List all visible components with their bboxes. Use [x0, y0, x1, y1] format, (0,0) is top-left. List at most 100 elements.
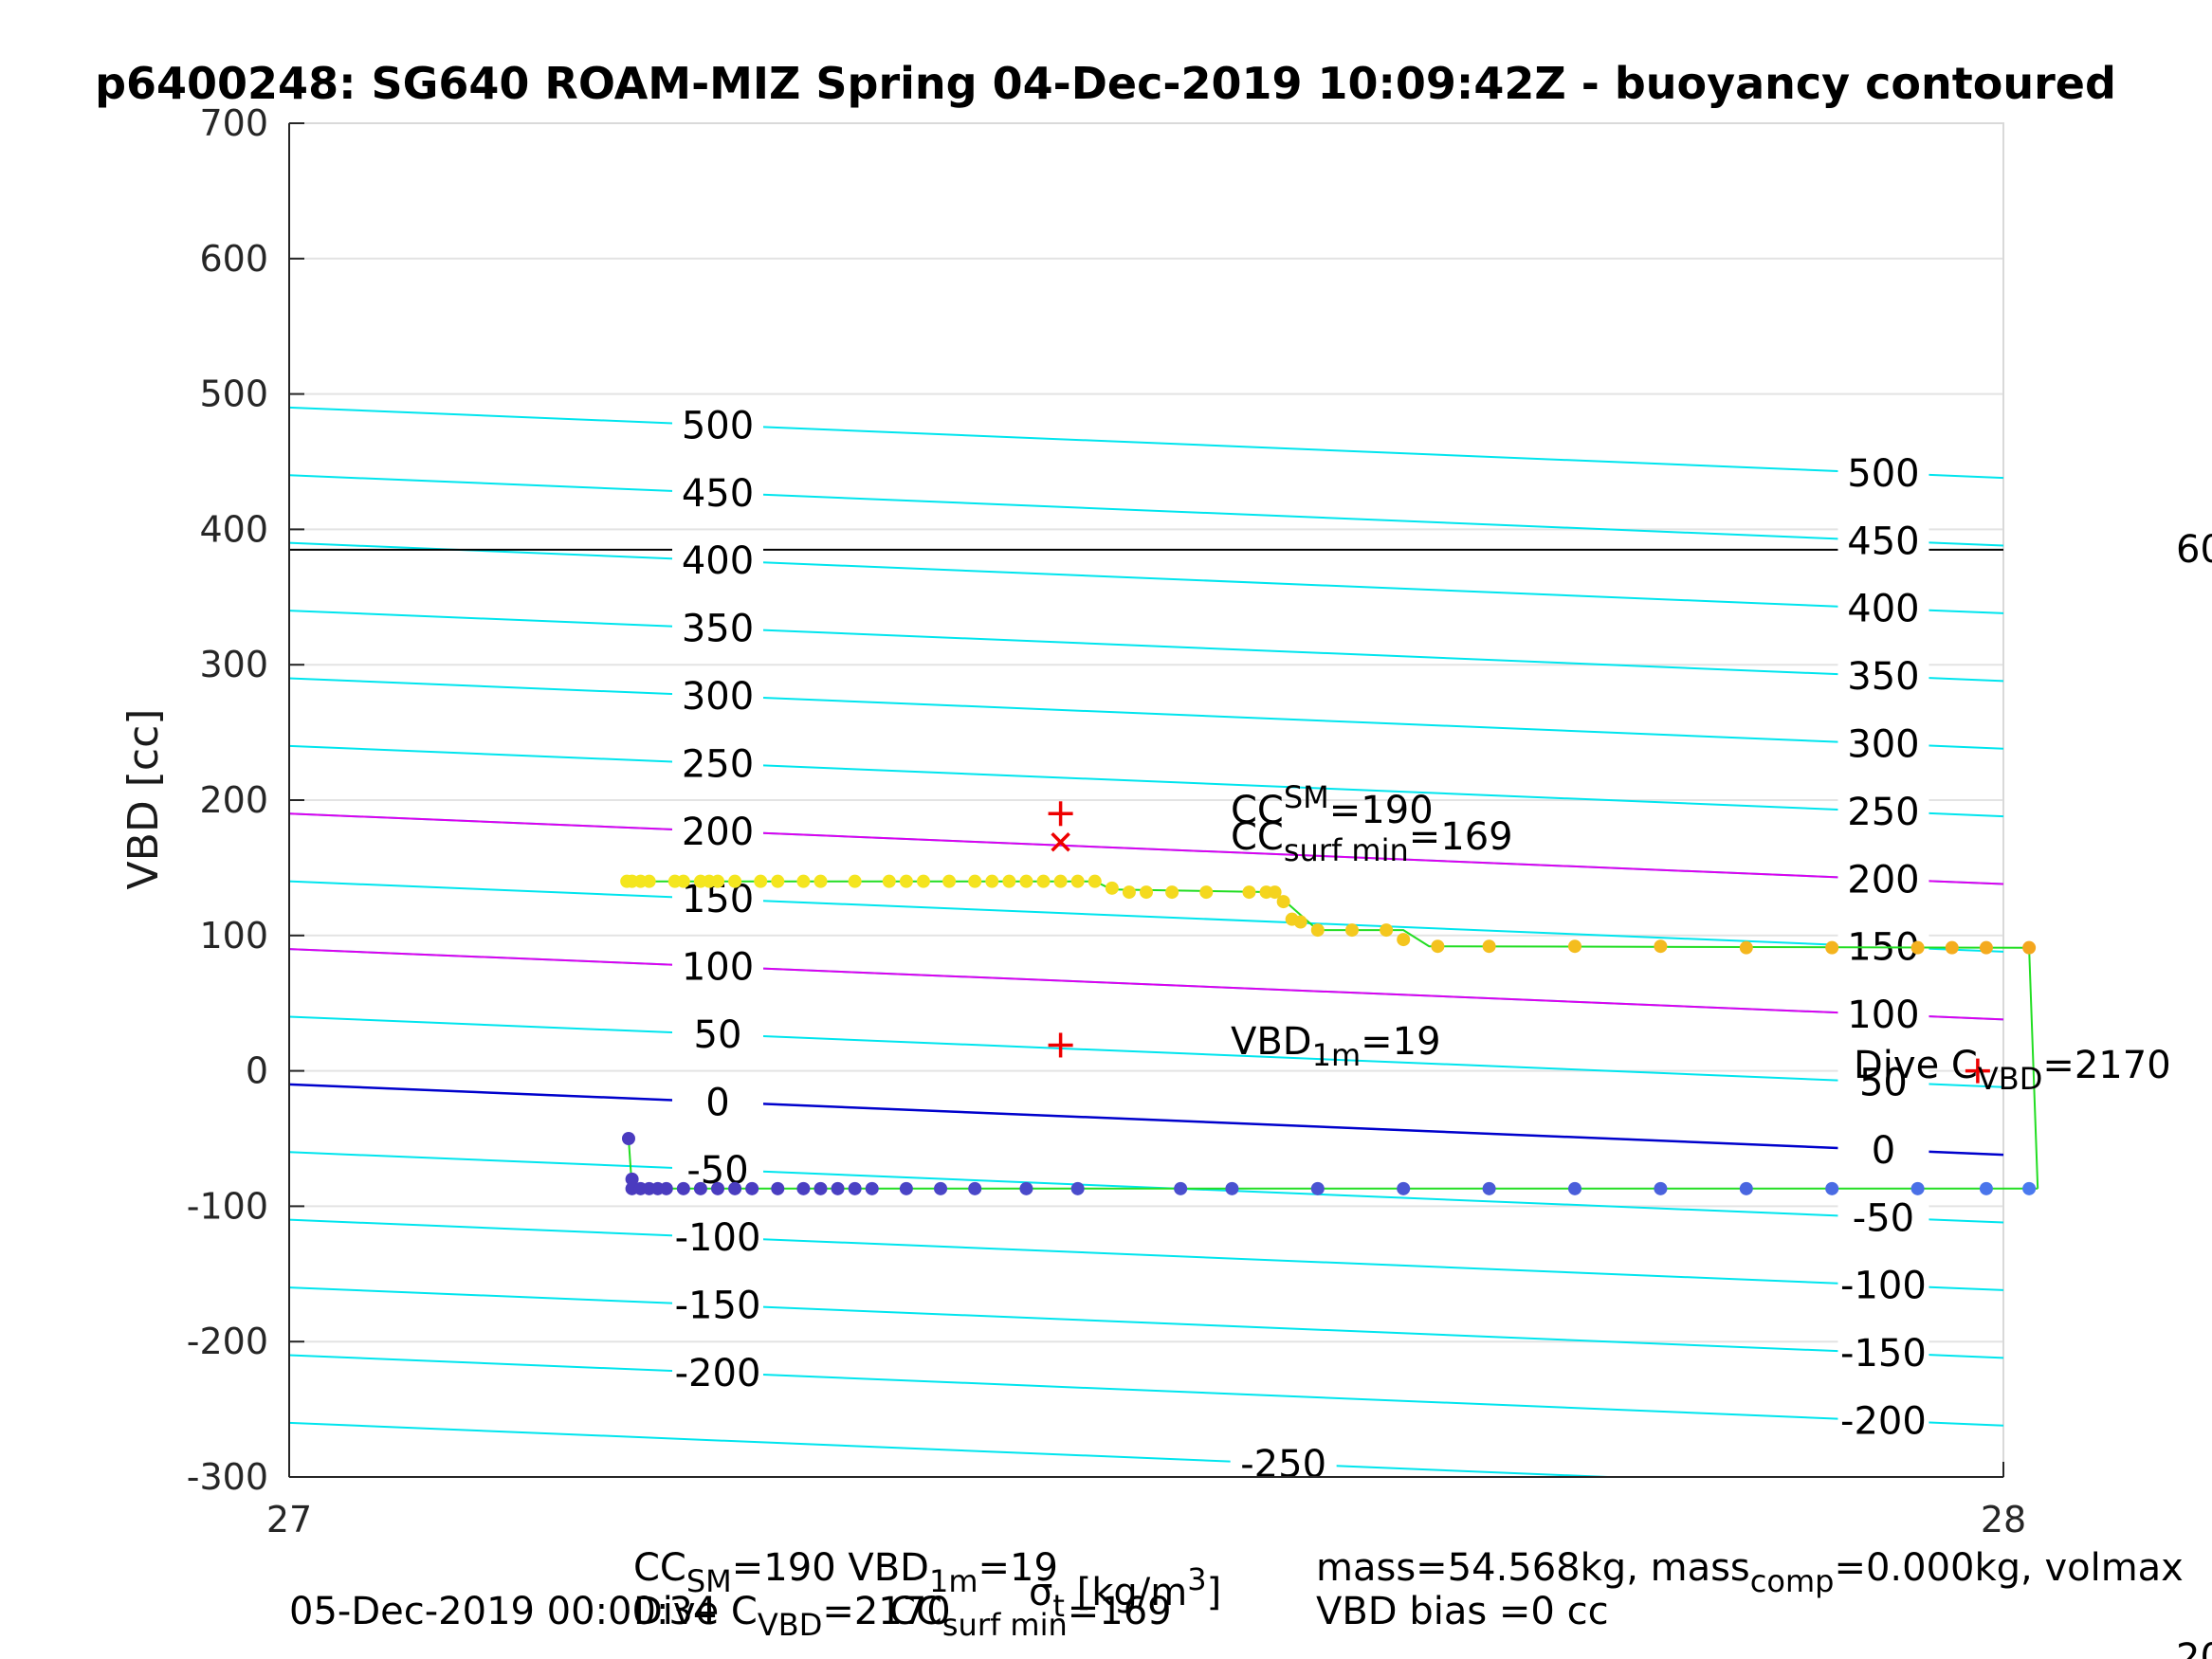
- data-point-upper: [1088, 874, 1102, 888]
- contour-label-right: 0: [1872, 1129, 1895, 1173]
- data-point-upper: [642, 874, 656, 888]
- dive-c-annotation: Dive CVBD=2170: [1854, 1044, 2171, 1097]
- y-tick-label: 300: [199, 644, 268, 685]
- footer-left-row1-part: SM: [686, 1563, 732, 1599]
- footer-cc-surf-part: surf min: [942, 1607, 1068, 1643]
- data-point-upper: [1122, 885, 1136, 900]
- data-point-lower: [1397, 1181, 1411, 1195]
- contour-label-bg: [672, 673, 763, 720]
- footer-cc-surf-part: =169: [1068, 1590, 1172, 1633]
- contour-label-left: -200: [675, 1352, 761, 1395]
- data-point-upper: [1739, 940, 1753, 955]
- contour-label-bg: [672, 605, 763, 651]
- data-point-upper: [754, 874, 768, 888]
- y-tick-label: 500: [199, 374, 268, 415]
- data-point-upper: [968, 874, 982, 888]
- contour-label-right: 100: [1847, 994, 1919, 1037]
- right-edge-label: 60: [2176, 528, 2212, 572]
- contour-label-bottom: -250: [1240, 1443, 1326, 1486]
- contour-label-left: 100: [682, 946, 754, 990]
- contour-label-left: 50: [694, 1013, 742, 1057]
- plus-marker: [1965, 1058, 1990, 1084]
- contour-label-bg: [1837, 449, 1929, 496]
- contour-label-bg: [1837, 1194, 1929, 1241]
- cross-marker: [1051, 832, 1070, 852]
- y-tick-label: -200: [187, 1321, 268, 1362]
- data-point-lower: [1174, 1181, 1188, 1195]
- data-point-lower: [711, 1181, 724, 1195]
- contour-label-bg: [1837, 992, 1929, 1038]
- data-point-upper: [1070, 874, 1085, 888]
- footer-left-row1: CCSM=190 VBD1m=19: [633, 1546, 1058, 1599]
- data-point-upper: [1036, 874, 1051, 888]
- contour-label-bg: [672, 808, 763, 854]
- contour-line: [288, 1421, 1608, 1478]
- data-point-lower: [2022, 1181, 2037, 1195]
- cc-sm-annotation-part: SM: [1284, 779, 1329, 815]
- footer-mass-part: comp: [1750, 1563, 1835, 1599]
- dive-c-annotation-part: =2170: [2042, 1044, 2170, 1087]
- contour-line: [288, 541, 2004, 614]
- data-point-upper: [1431, 939, 1445, 954]
- data-points: [620, 874, 2037, 1195]
- dive-c-annotation-part: VBD: [1978, 1061, 2042, 1097]
- data-point-lower: [1070, 1181, 1085, 1195]
- contour-label-left: 250: [682, 742, 754, 786]
- y-tick-label: 700: [199, 102, 268, 144]
- data-point-upper: [1568, 939, 1581, 954]
- data-point-upper: [711, 874, 724, 888]
- footer-left-row1-part: 1m: [929, 1563, 978, 1599]
- contour-label-right: 300: [1847, 723, 1919, 767]
- y-tick-label: -100: [187, 1185, 268, 1227]
- contour-label-left: -150: [675, 1285, 761, 1328]
- contour-line: [288, 1286, 2004, 1359]
- x-tick-label: 28: [1981, 1499, 2026, 1540]
- contour-label-bg: [1837, 585, 1929, 631]
- footer-left-row1-part: CC: [633, 1546, 686, 1590]
- vbd-1m-annotation-part: 1m: [1312, 1037, 1362, 1073]
- footer-dive-c-part: Dive C: [633, 1590, 758, 1633]
- data-point-lower: [934, 1181, 948, 1195]
- contour-label-left: 350: [682, 608, 754, 651]
- data-point-lower: [1568, 1181, 1581, 1195]
- footer-cc-surf: CCsurf min=169: [889, 1590, 1172, 1643]
- contour-label-bg: [1837, 1397, 1929, 1444]
- cc-surf-annotation: CCsurf min=169: [1231, 815, 1513, 868]
- contour-label-left: 450: [682, 472, 754, 516]
- contour-label-right: -100: [1840, 1265, 1927, 1308]
- contour-label-bg: [672, 538, 763, 584]
- contour-label-right: 50: [1859, 1062, 1908, 1105]
- contour-label-right: 350: [1847, 655, 1919, 699]
- plus-marker: [1048, 801, 1073, 827]
- marker-stroke: [1051, 832, 1070, 852]
- contour-label-bg: [672, 1350, 763, 1396]
- data-point-lower: [1654, 1181, 1668, 1195]
- x-axis-label-part: 3: [1187, 1561, 1206, 1597]
- data-point-lower: [899, 1181, 913, 1195]
- data-point-lower: [796, 1181, 811, 1195]
- cc-surf-annotation-part: =169: [1409, 815, 1513, 859]
- contour-label-right: -50: [1853, 1196, 1914, 1240]
- data-point-upper: [1945, 940, 1959, 955]
- vbd-1m-annotation-part: VBD: [1231, 1020, 1312, 1064]
- x-axis-label-part: t: [1052, 1588, 1065, 1624]
- data-point-lower: [1310, 1181, 1325, 1195]
- data-point-upper: [942, 874, 957, 888]
- contours: [288, 406, 2004, 1478]
- cc-sm-annotation-part: =190: [1329, 789, 1434, 832]
- x-axis-label-part: ]: [1207, 1571, 1222, 1614]
- data-point-upper: [882, 874, 896, 888]
- contour-line: [288, 1151, 2004, 1224]
- contour-label-bg: [672, 402, 763, 448]
- contour-label-bg: [1837, 856, 1929, 902]
- contour-label-right: 400: [1847, 588, 1919, 631]
- data-point-upper: [1242, 885, 1256, 900]
- data-point-upper: [1268, 885, 1282, 900]
- contour-label-left: 500: [682, 404, 754, 447]
- data-point-lower: [1225, 1181, 1239, 1195]
- data-point-upper: [676, 874, 690, 888]
- data-point-upper: [1165, 885, 1179, 900]
- footer-dive-c-part: =2170: [822, 1590, 950, 1633]
